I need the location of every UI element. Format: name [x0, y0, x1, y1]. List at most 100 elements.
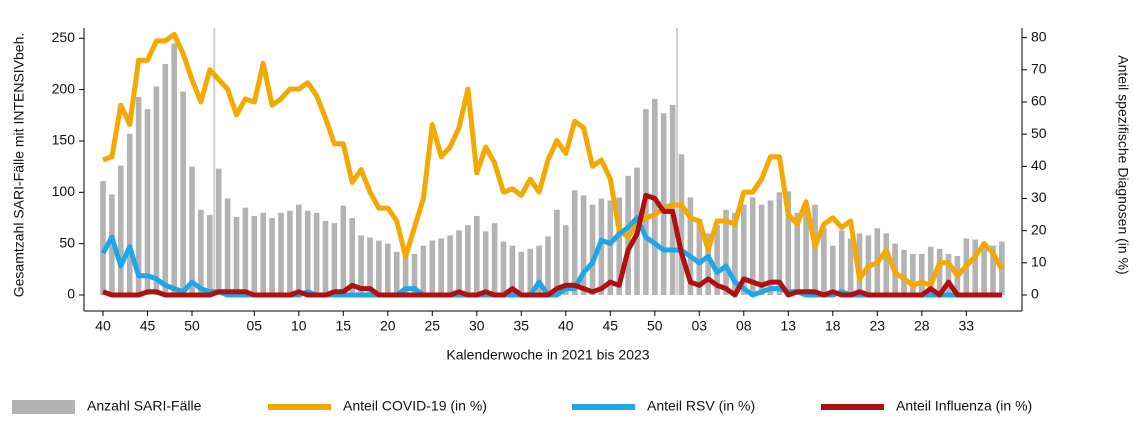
y2-tick-label: 80 [1031, 28, 1047, 44]
x-tick-label: 50 [184, 318, 200, 334]
bar [215, 168, 222, 295]
y-tick-label: 50 [59, 234, 75, 250]
x-tick-label: 25 [425, 318, 441, 334]
bar [660, 113, 667, 295]
bar [883, 233, 889, 295]
bar [233, 216, 240, 295]
y2-tick-label: 30 [1031, 189, 1047, 205]
bar [207, 214, 213, 295]
bar [251, 215, 258, 295]
bar [678, 154, 685, 295]
bar [456, 230, 462, 295]
bar [838, 230, 845, 295]
bar [705, 233, 711, 295]
bar [536, 245, 542, 295]
x-tick-label: 13 [781, 318, 797, 334]
bar [296, 204, 302, 295]
bar [349, 217, 355, 295]
bar [741, 204, 747, 295]
bar [420, 245, 427, 295]
bar [785, 191, 792, 295]
bar [830, 245, 836, 295]
x-tick-label: 08 [736, 318, 752, 334]
bar [224, 198, 231, 295]
bar [376, 240, 382, 295]
bar [509, 245, 516, 295]
bar [100, 181, 106, 295]
bar [554, 209, 560, 295]
legend-label: Anteil RSV (in %) [647, 398, 755, 414]
bar [901, 249, 907, 295]
y-tick-label: 200 [52, 80, 76, 96]
bar [758, 204, 765, 295]
bar [607, 200, 614, 295]
y2-tick-label: 50 [1031, 125, 1047, 141]
bar [180, 91, 186, 296]
bar [696, 219, 703, 295]
bar [474, 215, 480, 295]
bar [919, 253, 925, 295]
bar [340, 205, 347, 295]
bar [910, 253, 916, 295]
bar [304, 210, 311, 295]
bar [847, 238, 854, 295]
x-tick-label: 23 [870, 318, 886, 334]
bar [144, 109, 151, 295]
bar [580, 195, 587, 295]
x-tick-label: 45 [140, 318, 156, 334]
bar [749, 197, 756, 295]
x-tick-label: 33 [959, 318, 975, 334]
x-tick-label: 20 [380, 318, 396, 334]
bar [331, 223, 338, 295]
bar [198, 209, 204, 295]
x-tick-label: 28 [914, 318, 930, 334]
bar [242, 207, 249, 295]
legend-label: Anzahl SARI-Fälle [87, 398, 202, 414]
bar [482, 231, 489, 295]
bar [358, 235, 364, 295]
legend-label: Anteil COVID-19 (in %) [343, 398, 487, 414]
y2-tick-label: 40 [1031, 157, 1047, 173]
y-tick-label: 0 [67, 286, 75, 302]
bar [171, 43, 177, 296]
bar [393, 251, 400, 295]
x-tick-label: 03 [692, 318, 708, 334]
bar [189, 166, 195, 295]
x-tick-label: 40 [95, 318, 111, 334]
bar [367, 237, 373, 295]
y2-axis-title: Anteil spezifische Diagnosen (in %) [1115, 55, 1131, 274]
y-axis-title: Gesamtzahl SARI-Fälle mit INTENSIVbeh. [11, 33, 27, 298]
x-tick-label: 05 [247, 318, 263, 334]
bar [313, 212, 320, 295]
bar [616, 197, 622, 295]
x-tick-label: 45 [603, 318, 619, 334]
x-tick-label: 40 [558, 318, 574, 334]
bar [545, 236, 551, 295]
y2-tick-label: 70 [1031, 61, 1047, 77]
bar [402, 248, 409, 295]
x-tick-label: 15 [336, 318, 352, 334]
bar [260, 212, 266, 295]
bar [411, 253, 418, 295]
bar [500, 241, 507, 295]
bar [945, 253, 952, 295]
bar [385, 243, 391, 295]
bar [322, 221, 329, 295]
y2-tick-label: 10 [1031, 254, 1047, 270]
y-tick-label: 250 [52, 29, 76, 45]
y2-tick-label: 60 [1031, 93, 1047, 109]
bar [162, 63, 169, 295]
legend-label: Anteil Influenza (in %) [896, 398, 1032, 414]
bar [118, 165, 124, 295]
bar [429, 240, 436, 295]
bar [936, 248, 943, 295]
x-axis-title: Kalenderwoche in 2021 bis 2023 [446, 347, 649, 363]
line-series [102, 31, 1005, 288]
bar [126, 133, 133, 295]
x-tick-label: 30 [469, 318, 485, 334]
bar [518, 251, 525, 295]
bar [990, 245, 996, 295]
bar [803, 204, 809, 295]
bar [287, 210, 293, 295]
